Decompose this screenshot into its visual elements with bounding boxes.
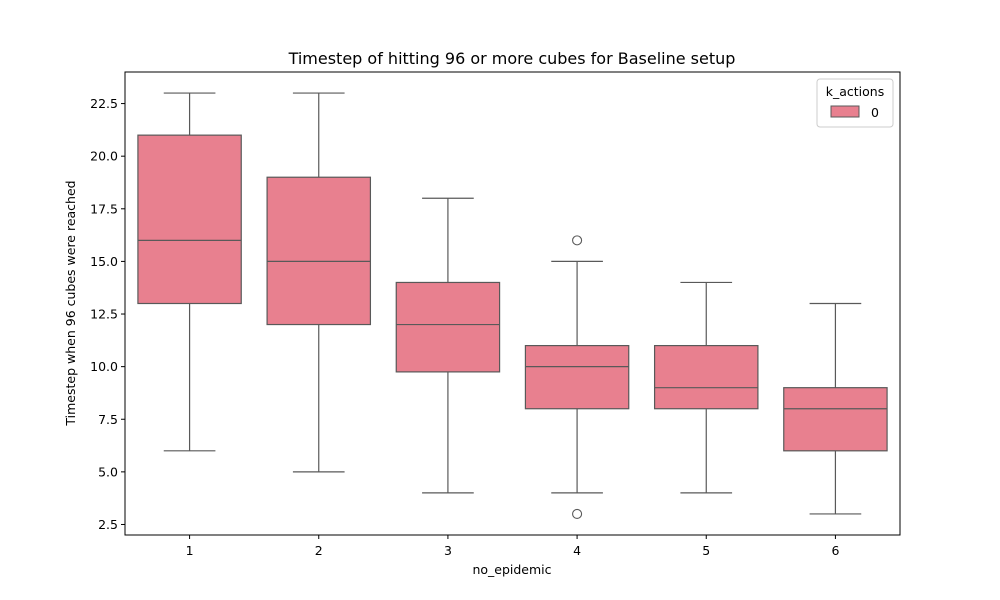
x-tick-label: 1 — [186, 543, 194, 558]
y-tick-label: 12.5 — [90, 307, 118, 322]
y-tick-label: 10.0 — [90, 359, 118, 374]
x-tick-label: 3 — [444, 543, 452, 558]
x-tick-label: 4 — [573, 543, 581, 558]
y-tick-label: 7.5 — [98, 412, 118, 427]
y-tick-label: 2.5 — [98, 517, 118, 532]
y-tick-label: 20.0 — [90, 149, 118, 164]
box — [524, 344, 630, 410]
box — [137, 134, 242, 305]
legend-entry-label: 0 — [871, 105, 879, 120]
legend-swatch — [830, 105, 860, 118]
box — [653, 344, 759, 410]
x-tick-label: 6 — [831, 543, 839, 558]
box — [266, 176, 372, 326]
y-axis-label: Timestep when 96 cubes were reached — [63, 180, 78, 426]
y-tick-label: 5.0 — [98, 464, 118, 479]
axes-frame — [124, 71, 901, 536]
x-tick-label: 2 — [315, 543, 323, 558]
outlier-point — [572, 508, 583, 520]
x-axis-label: no_epidemic — [472, 562, 551, 577]
outlier-point — [572, 235, 583, 246]
x-tick-label: 5 — [702, 543, 710, 558]
chart-title: Timestep of hitting 96 or more cubes for… — [288, 49, 736, 68]
legend-title: k_actions — [826, 84, 884, 99]
y-tick-label: 15.0 — [90, 254, 118, 269]
legend: k_actions 0 — [816, 78, 894, 128]
y-tick-label: 22.5 — [90, 96, 118, 111]
y-tick-label: 17.5 — [90, 201, 118, 216]
plot-area: 2.5 5.0 7.5 10.0 12.5 15.0 17.5 20.0 22.5 1 2 3 4 5 6 — [90, 71, 901, 558]
box — [395, 281, 501, 373]
box — [783, 387, 888, 452]
